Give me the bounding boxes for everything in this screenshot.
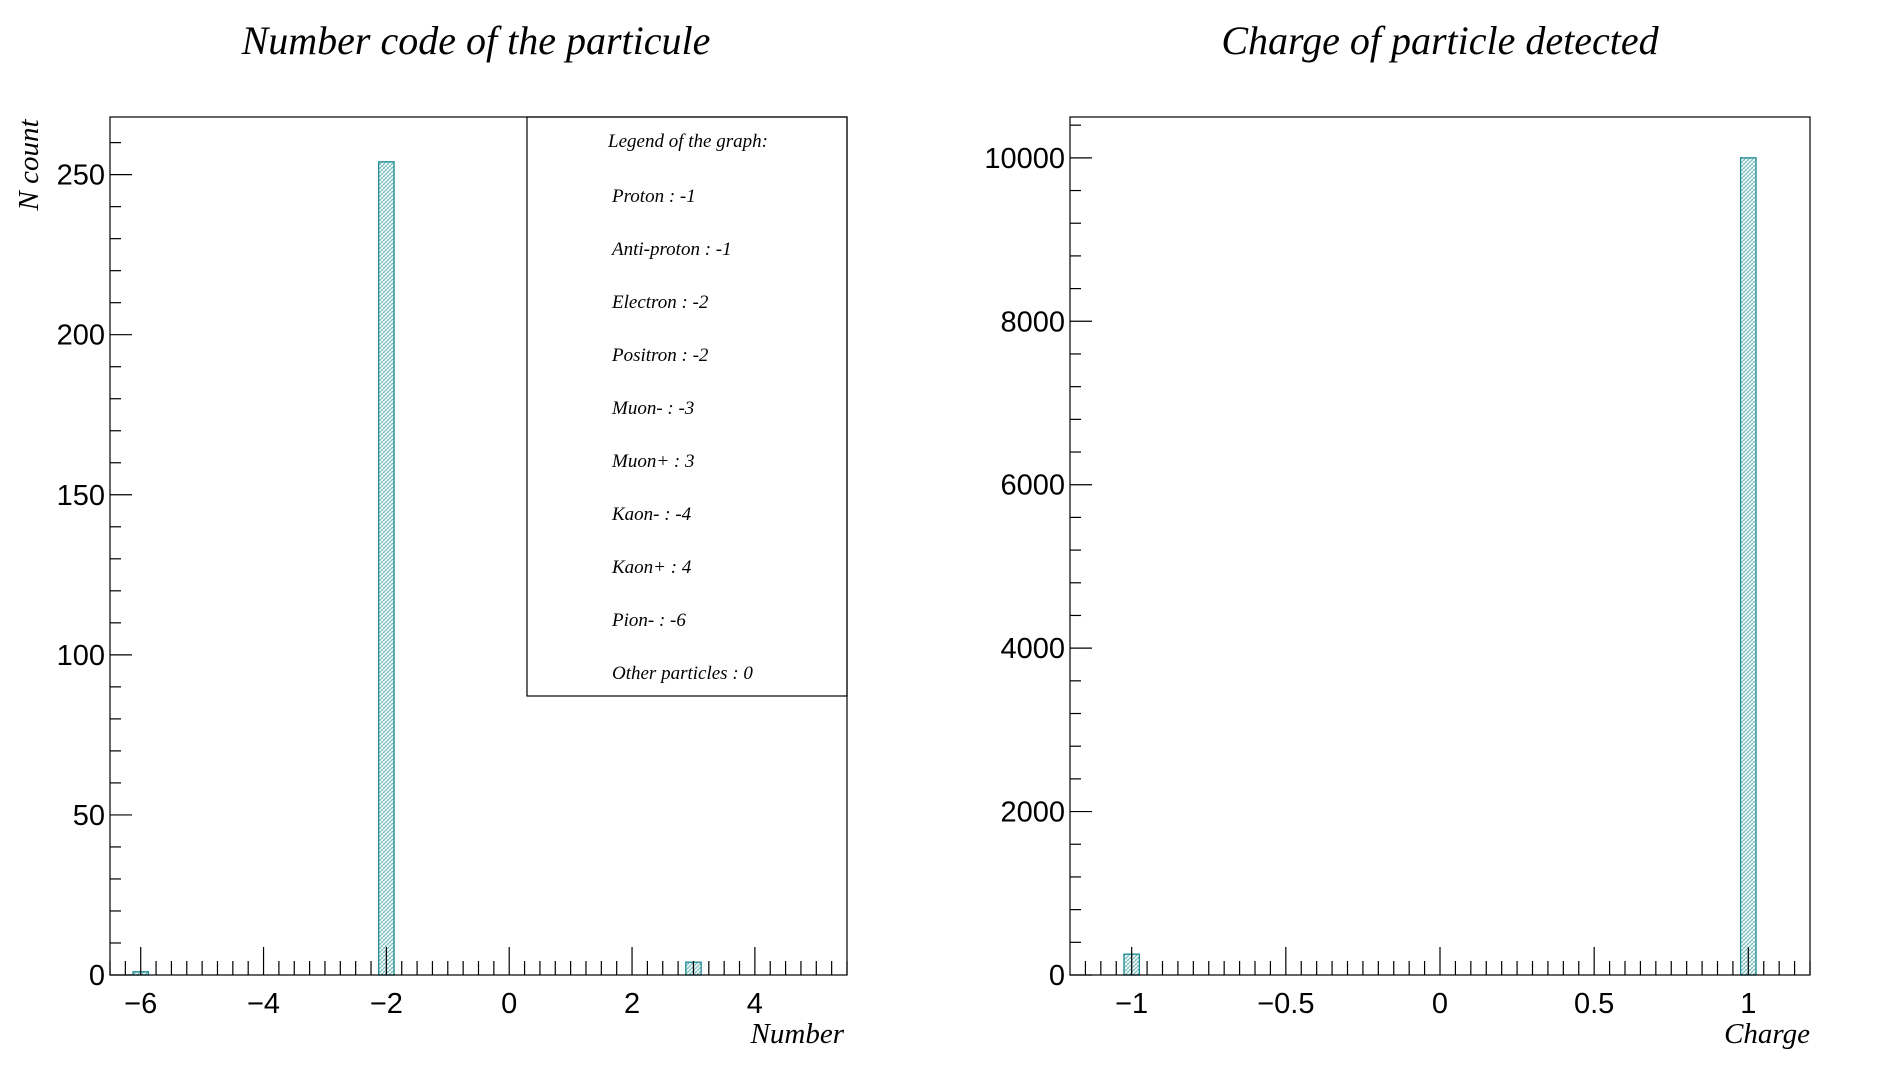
x-tick-label: −1	[1115, 988, 1148, 1020]
x-tick-label: −6	[124, 988, 157, 1020]
x-tick-label: 0	[1432, 988, 1448, 1020]
y-tick-label: 50	[73, 800, 105, 832]
x-tick-label: 4	[747, 988, 763, 1020]
y-tick-label: 100	[57, 640, 105, 672]
legend-entry: Kaon+ : 4	[611, 557, 692, 578]
y-tick-label: 0	[1049, 960, 1065, 992]
legend-entry: Kaon- : -4	[611, 504, 692, 525]
y-tick-label: 10000	[984, 143, 1065, 175]
histogram-bar	[1739, 157, 1757, 976]
x-axis-label: Charge	[1724, 1018, 1810, 1050]
x-axis-label: Number	[750, 1018, 845, 1050]
plot-frame	[1069, 116, 1811, 976]
x-tick-label: 0.5	[1574, 988, 1614, 1020]
legend-entry: Pion- : -6	[611, 610, 686, 631]
y-tick-label: 4000	[1000, 633, 1065, 665]
bars-group	[1123, 157, 1757, 976]
legend-entry: Electron : -2	[611, 292, 709, 313]
y-tick-label: 2000	[1000, 797, 1065, 829]
axis-ticks: −6 −4 −2 0 2 4 0 50 100 150 200 250	[57, 142, 848, 1020]
legend-frame	[526, 116, 848, 697]
y-tick-label: 200	[57, 320, 105, 352]
y-axis-label: N count	[13, 119, 45, 212]
legend-entry: Muon+ : 3	[611, 451, 694, 472]
legend-entry: Positron : -2	[611, 345, 709, 366]
y-tick-label: 8000	[1000, 306, 1065, 338]
y-tick-label: 250	[57, 160, 105, 192]
legend-entry: Anti-proton : -1	[610, 239, 732, 260]
x-tick-label: 2	[624, 988, 640, 1020]
y-tick-label: 0	[89, 960, 105, 992]
x-tick-label: −2	[370, 988, 403, 1020]
legend-entries: Proton : -1 Anti-proton : -1 Electron : -2…	[610, 186, 753, 684]
legend-entry: Proton : -1	[611, 186, 696, 207]
number-code-chart: Number code of the particule N count Num…	[13, 18, 848, 1050]
axis-ticks: −1 −0.5 0 0.5 1 0 2000 4000 6000 8000 10000	[984, 124, 1811, 1020]
y-tick-label: 6000	[1000, 470, 1065, 502]
histogram-bar	[378, 161, 395, 976]
plot-frame	[109, 116, 848, 976]
legend-entry: Other particles : 0	[612, 663, 753, 684]
y-tick-label: 150	[57, 480, 105, 512]
charge-chart: Charge of particle detected Charge −1 −0.…	[984, 18, 1811, 1050]
x-tick-label: −4	[247, 988, 280, 1020]
legend-title: Legend of the graph:	[607, 131, 768, 152]
legend-entry: Muon- : -3	[611, 398, 694, 419]
x-tick-label: −0.5	[1257, 988, 1314, 1020]
chart-title: Charge of particle detected	[1221, 18, 1659, 63]
x-tick-label: 0	[501, 988, 517, 1020]
legend-box: Legend of the graph: Proton : -1 Anti-pro…	[526, 116, 848, 697]
chart-title: Number code of the particule	[241, 18, 711, 63]
x-tick-label: 1	[1740, 988, 1756, 1020]
